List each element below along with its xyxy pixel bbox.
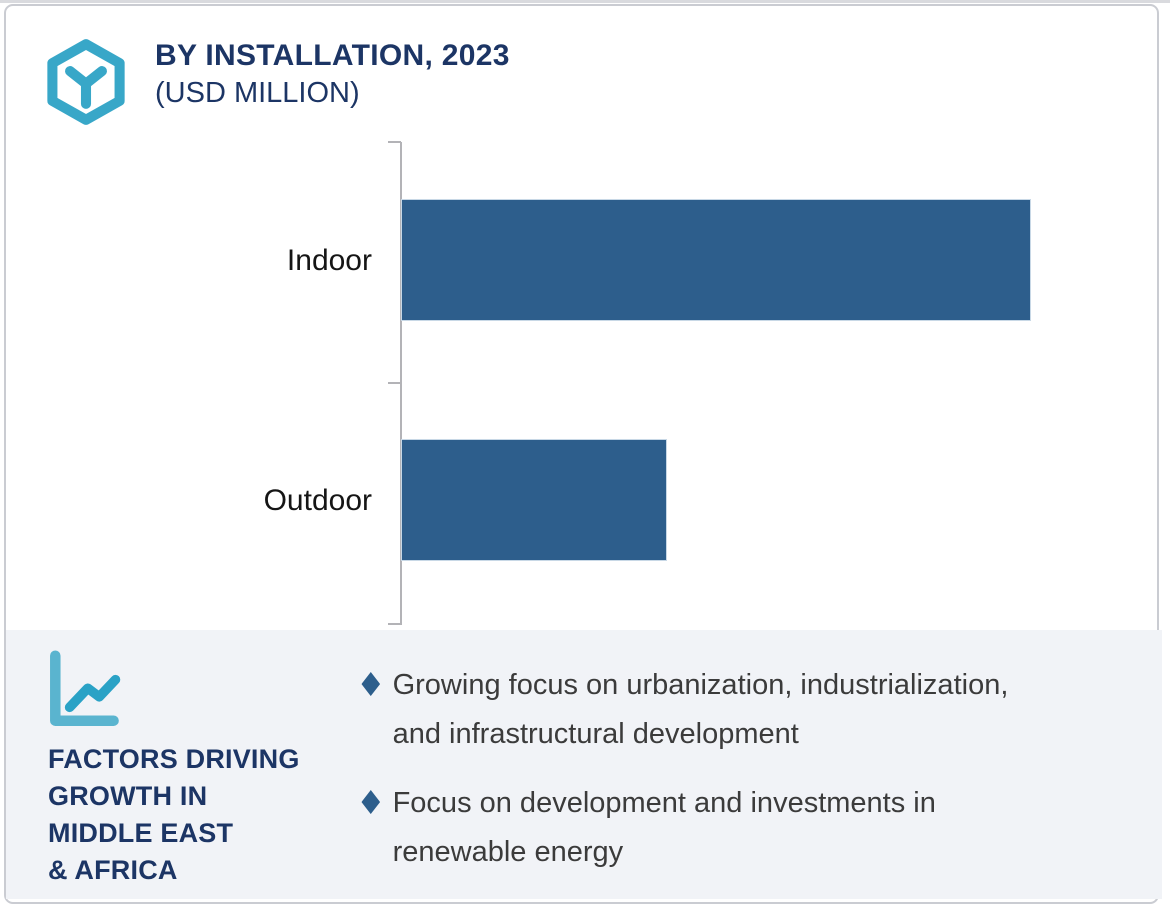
bar-indoor xyxy=(402,200,1030,320)
bar-outdoor xyxy=(402,440,666,560)
chart-card-border xyxy=(4,4,1159,904)
line-chart-icon xyxy=(44,650,122,736)
hexagon-cube-logo-icon xyxy=(44,38,128,126)
chart-subtitle: (USD MILLION) xyxy=(155,77,360,109)
window-top-strip xyxy=(0,0,1170,3)
category-axis-line xyxy=(400,142,402,625)
axis-tick xyxy=(388,623,401,625)
category-label-outdoor: Outdoor xyxy=(263,484,372,517)
factor-text: Growing focus on urbanization, industria… xyxy=(392,669,1009,750)
axis-tick xyxy=(388,382,401,384)
chart-title: BY INSTALLATION, 2023 xyxy=(155,39,510,72)
factor-text: Focus on development and investments in … xyxy=(392,787,936,868)
axis-tick xyxy=(388,141,401,143)
chart-header: BY INSTALLATION, 2023 (USD MILLION) xyxy=(155,39,510,110)
factor-item: ♦ Focus on development and investments i… xyxy=(356,779,1152,877)
diamond-bullet-icon: ♦ xyxy=(356,665,386,704)
diamond-bullet-icon: ♦ xyxy=(356,783,386,822)
factors-heading: FACTORS DRIVING GROWTH IN MIDDLE EAST & … xyxy=(48,744,300,885)
bar-track-outdoor xyxy=(402,440,1030,560)
factors-panel xyxy=(6,630,1162,899)
category-label-indoor: Indoor xyxy=(286,244,372,277)
bar-track-indoor xyxy=(402,200,1030,320)
factor-item: ♦ Growing focus on urbanization, industr… xyxy=(356,661,1152,759)
